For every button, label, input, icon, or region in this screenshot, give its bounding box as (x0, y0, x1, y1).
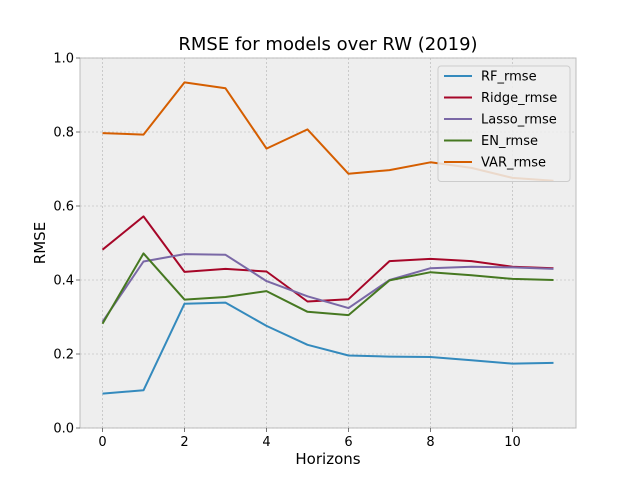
legend-label: EN_rmse (481, 134, 538, 149)
y-tick-label: 0.2 (53, 348, 74, 363)
y-tick-label: 0.4 (53, 274, 74, 289)
x-tick-label: 2 (180, 435, 188, 450)
y-tick-label: 1.0 (53, 52, 74, 67)
legend-label: Ridge_rmse (481, 91, 557, 106)
series-line-rf-rmse (102, 301, 554, 395)
x-tick-label: 6 (344, 435, 352, 450)
series-line-lasso-rmse (101, 253, 554, 323)
chart-title: RMSE for models over RW (2019) (178, 34, 477, 55)
x-axis-label: Horizons (295, 450, 360, 468)
y-tick-label: 0.0 (53, 422, 74, 437)
legend-label: RF_rmse (481, 70, 537, 85)
series-line-ridge-rmse (101, 215, 554, 303)
y-tick-label: 0.8 (53, 126, 74, 141)
legend-box (437, 65, 571, 182)
series-line-en-rmse (101, 252, 554, 325)
legend: RF_rmse Ridge_rmse Lasso_rmse EN_rmse VAR_rm… (437, 65, 571, 182)
y-tick-label: 0.6 (53, 200, 74, 215)
x-tick-label: 10 (504, 435, 521, 450)
x-tick-label: 4 (262, 435, 270, 450)
y-axis-label: RMSE (31, 222, 49, 264)
axis-ticks: 0 2 4 6 8 10 0.0 0.2 0.4 0.6 0.8 1.0 (53, 52, 520, 451)
x-tick-label: 8 (426, 435, 434, 450)
x-tick-label: 0 (98, 435, 106, 450)
legend-label: VAR_rmse (481, 156, 546, 171)
legend-label: Lasso_rmse (481, 113, 557, 128)
